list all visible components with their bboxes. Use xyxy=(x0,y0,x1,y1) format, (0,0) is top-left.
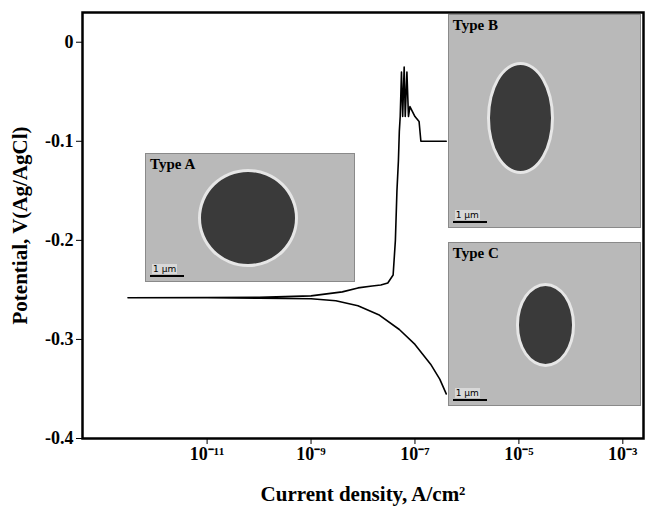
svg-text:10⁻³: 10⁻³ xyxy=(608,444,638,464)
svg-text:Potential, V(Ag/AgCl): Potential, V(Ag/AgCl) xyxy=(8,127,32,325)
html-text:1 μm: 1 μm xyxy=(455,210,479,220)
svg-text:10⁻⁵: 10⁻⁵ xyxy=(504,444,534,464)
svg-text:-0.2: -0.2 xyxy=(45,230,74,250)
html-text:1 μm: 1 μm xyxy=(455,388,479,399)
svg-text:10⁻⁹: 10⁻⁹ xyxy=(296,444,326,464)
svg-text:10⁻⁷: 10⁻⁷ xyxy=(400,444,430,464)
svg-text:Current density, A/cm²: Current density, A/cm² xyxy=(261,482,466,506)
svg-text:-0.4: -0.4 xyxy=(45,428,74,448)
svg-text:10⁻¹¹: 10⁻¹¹ xyxy=(190,444,225,464)
html-text:1 μm: 1 μm xyxy=(153,264,177,275)
html-text:Type A: Type A xyxy=(150,155,196,172)
svg-text:0: 0 xyxy=(65,32,74,52)
html-text:Type C: Type C xyxy=(452,244,499,261)
svg-text:-0.3: -0.3 xyxy=(45,329,74,349)
svg-text:-0.1: -0.1 xyxy=(45,131,74,151)
html-text:Type B: Type B xyxy=(452,17,498,33)
